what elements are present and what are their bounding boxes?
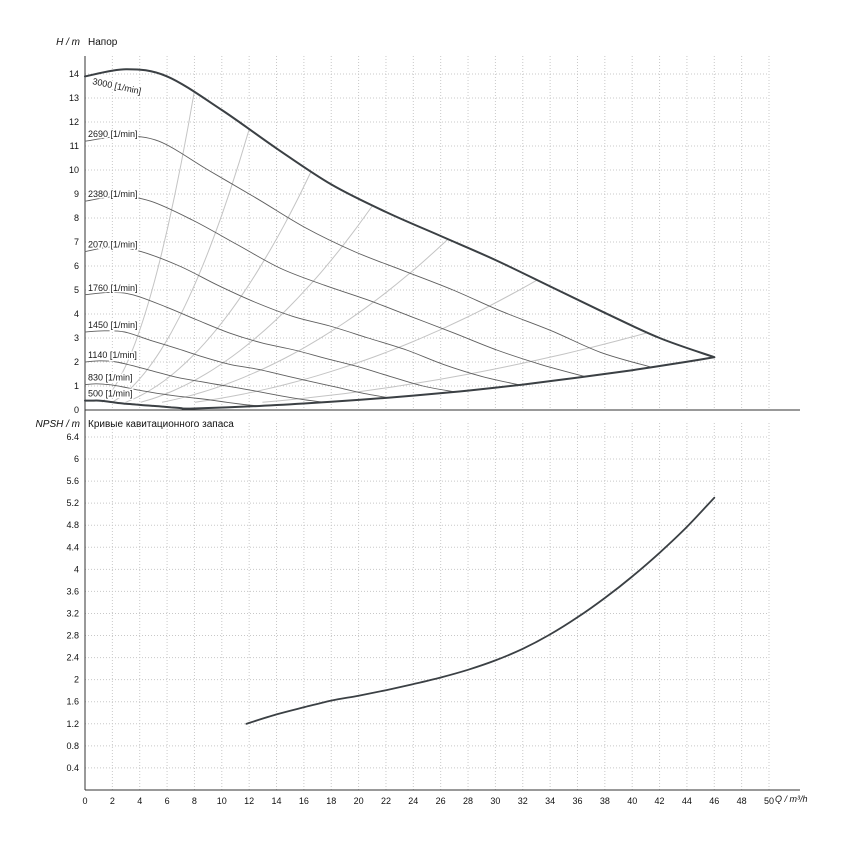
svg-text:14: 14 xyxy=(272,796,282,806)
head-curve-2380 xyxy=(84,195,585,377)
svg-text:2.4: 2.4 xyxy=(66,653,79,663)
curve-label-1450: 1450 [1/min] xyxy=(88,320,138,330)
svg-text:7: 7 xyxy=(74,237,79,247)
head-curve-2070 xyxy=(84,246,520,386)
svg-text:46: 46 xyxy=(709,796,719,806)
svg-text:5: 5 xyxy=(74,285,79,295)
npsh-curve xyxy=(245,496,716,725)
head-curve-1760 xyxy=(84,291,455,393)
svg-text:22: 22 xyxy=(381,796,391,806)
svg-text:2: 2 xyxy=(74,357,79,367)
svg-text:20: 20 xyxy=(354,796,364,806)
head-curves xyxy=(84,68,716,410)
svg-text:38: 38 xyxy=(600,796,610,806)
svg-text:1.2: 1.2 xyxy=(66,719,79,729)
axes xyxy=(84,56,800,791)
grid-npsh xyxy=(84,423,770,790)
svg-text:34: 34 xyxy=(545,796,555,806)
svg-text:2: 2 xyxy=(74,675,79,685)
svg-text:4.4: 4.4 xyxy=(66,542,79,552)
svg-text:0: 0 xyxy=(82,796,87,806)
svg-text:44: 44 xyxy=(682,796,692,806)
npsh-axis-label: NPSH / m xyxy=(35,419,80,430)
svg-text:32: 32 xyxy=(518,796,528,806)
head-curve-1450 xyxy=(84,330,390,399)
svg-text:6: 6 xyxy=(165,796,170,806)
svg-text:36: 36 xyxy=(572,796,582,806)
curve-label-2070: 2070 [1/min] xyxy=(88,240,138,250)
head-chart-title: Напор xyxy=(88,37,118,48)
head-curve-2690 xyxy=(84,135,651,368)
curve-label-830: 830 [1/min] xyxy=(88,373,133,383)
svg-text:6: 6 xyxy=(74,454,79,464)
head-curve-830 xyxy=(84,383,260,407)
svg-text:3.2: 3.2 xyxy=(66,608,79,618)
head-curve-3000 xyxy=(84,68,716,359)
svg-text:28: 28 xyxy=(463,796,473,806)
affinity-lines xyxy=(101,90,647,403)
svg-text:50: 50 xyxy=(764,796,774,806)
svg-text:2.8: 2.8 xyxy=(66,631,79,641)
head-axis-label: H / m xyxy=(56,37,80,48)
svg-text:16: 16 xyxy=(299,796,309,806)
svg-text:6.4: 6.4 xyxy=(66,432,79,442)
svg-text:10: 10 xyxy=(217,796,227,806)
svg-text:3.6: 3.6 xyxy=(66,586,79,596)
head-curve-1140 xyxy=(84,360,325,403)
flow-axis-label: Q / m³/h xyxy=(775,794,808,804)
svg-text:5.6: 5.6 xyxy=(66,476,79,486)
operating-envelope xyxy=(84,356,716,410)
curve-label-2380: 2380 [1/min] xyxy=(88,189,138,199)
svg-text:4: 4 xyxy=(74,564,79,574)
svg-text:5.2: 5.2 xyxy=(66,498,79,508)
grid-head xyxy=(84,56,770,410)
svg-text:11: 11 xyxy=(70,141,79,151)
svg-text:4: 4 xyxy=(74,309,79,319)
svg-text:10: 10 xyxy=(69,165,79,175)
svg-text:14: 14 xyxy=(69,69,79,79)
svg-text:24: 24 xyxy=(408,796,418,806)
svg-text:8: 8 xyxy=(74,213,79,223)
svg-text:13: 13 xyxy=(69,93,79,103)
svg-text:4: 4 xyxy=(137,796,142,806)
curve-label-3000: 3000 [1/min] xyxy=(92,76,143,96)
svg-text:12: 12 xyxy=(69,117,79,127)
npsh-chart-title: Кривые кавитационного запаса xyxy=(88,419,234,430)
tick-labels: 0 2 4 6 8 10 12 14 16 18 20 22 24 26 28 30 32 34 36 38 40 42 4… xyxy=(66,69,774,806)
svg-text:0: 0 xyxy=(74,405,79,415)
svg-text:26: 26 xyxy=(436,796,446,806)
svg-text:4.8: 4.8 xyxy=(66,520,79,530)
curve-label-1760: 1760 [1/min] xyxy=(88,283,138,293)
svg-text:30: 30 xyxy=(490,796,500,806)
curve-label-2690: 2690 [1/min] xyxy=(88,129,138,139)
svg-text:1.6: 1.6 xyxy=(66,697,79,707)
svg-text:9: 9 xyxy=(74,189,79,199)
svg-text:6: 6 xyxy=(74,261,79,271)
curve-label-1140: 1140 [1/min] xyxy=(88,350,137,360)
svg-text:42: 42 xyxy=(655,796,665,806)
svg-text:2: 2 xyxy=(110,796,115,806)
curve-label-500: 500 [1/min] xyxy=(88,389,133,399)
svg-text:48: 48 xyxy=(737,796,747,806)
svg-text:18: 18 xyxy=(326,796,336,806)
svg-text:3: 3 xyxy=(74,333,79,343)
svg-text:0.8: 0.8 xyxy=(66,741,79,751)
svg-text:40: 40 xyxy=(627,796,637,806)
svg-text:0.4: 0.4 xyxy=(66,763,79,773)
svg-text:12: 12 xyxy=(244,796,254,806)
svg-text:1: 1 xyxy=(74,381,79,391)
svg-text:8: 8 xyxy=(192,796,197,806)
curve-labels: 3000 [1/min] 2690 [1/min] 2380 [1/min] 2070… xyxy=(87,75,144,400)
